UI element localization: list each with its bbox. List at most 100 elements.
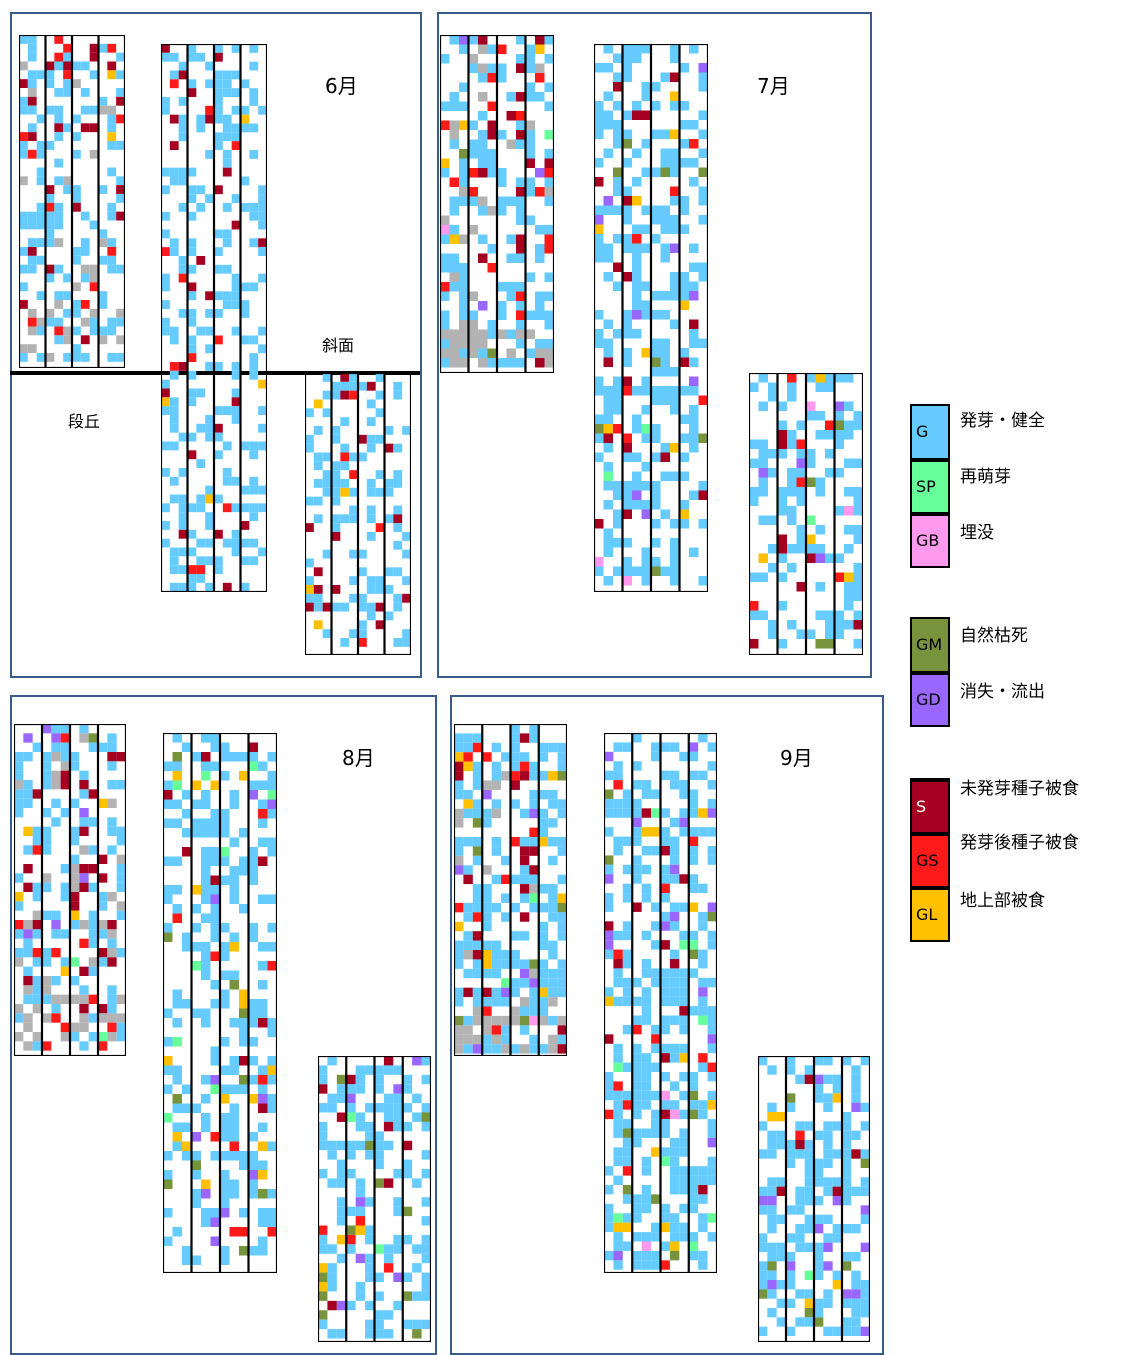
cell-g-133	[80, 353, 90, 362]
cell-g-120	[393, 1121, 403, 1132]
cell-s-138	[89, 123, 99, 133]
cell-s-151	[88, 864, 98, 874]
cell-g-77	[365, 1150, 375, 1160]
cell-g-38	[336, 1206, 347, 1217]
cell-g-50	[613, 1128, 623, 1138]
cell-g-270	[267, 847, 277, 857]
month-label-july: 7月	[757, 74, 790, 98]
cell-g-42	[777, 601, 787, 611]
cell-x-131	[80, 317, 90, 327]
cell-g-63	[178, 494, 188, 504]
cell-g-181	[116, 141, 125, 150]
cell-g-53	[613, 1175, 623, 1185]
cell-g-85	[365, 1319, 375, 1330]
cell-g-108	[383, 1140, 394, 1151]
cell-g-47	[613, 1100, 623, 1110]
cell-g-112	[834, 553, 844, 563]
cell-g-181	[222, 476, 232, 486]
cell-x-201	[116, 854, 126, 864]
cell-g-33	[23, 994, 33, 1004]
cell-g-36	[169, 397, 179, 407]
cell-g-223	[248, 1018, 258, 1028]
cell-g-60	[622, 742, 633, 752]
cell-g-30	[169, 238, 179, 248]
cell-x-72	[482, 780, 492, 790]
cell-g-266	[258, 547, 267, 557]
cell-g-135	[641, 1006, 652, 1016]
cell-g-206	[231, 503, 241, 513]
cell-g-37	[777, 506, 787, 516]
cell-g-126	[80, 238, 90, 247]
cell-g-136	[641, 1015, 652, 1025]
cell-g-4	[594, 129, 604, 139]
grid-column-outline-3	[688, 733, 717, 1273]
cell-s-217	[670, 72, 680, 82]
cell-g-131	[210, 1151, 220, 1161]
cell-g-34	[463, 902, 473, 913]
cell-g-116	[393, 470, 403, 479]
legend-swatch-sp: SP	[910, 460, 950, 514]
cell-g-53	[178, 167, 188, 177]
cell-g-60	[42, 808, 52, 818]
cell-g-74	[51, 724, 61, 734]
cell-g-280	[267, 1094, 277, 1104]
cell-gs-191	[231, 141, 241, 150]
cell-g-213	[248, 780, 258, 790]
cell-g-176	[116, 52, 125, 62]
cell-g-137	[89, 105, 99, 115]
cell-g-177	[222, 300, 232, 309]
cell-g-102	[201, 1122, 211, 1132]
cell-g-140	[214, 79, 223, 89]
cell-g-309	[698, 733, 708, 743]
cell-g-219	[248, 923, 258, 933]
cell-g-76	[51, 742, 61, 752]
cell-g-28	[613, 742, 623, 752]
cell-g-244	[670, 576, 680, 586]
cell-s-95	[622, 272, 632, 282]
cell-g-6	[14, 808, 24, 818]
cell-g-70	[358, 381, 367, 391]
grid-column-outline-1	[41, 724, 71, 1056]
cell-g-4	[749, 496, 759, 506]
cell-x-114	[70, 873, 80, 883]
cell-g-149	[220, 999, 230, 1009]
cell-g-39	[36, 114, 46, 124]
cell-g-306	[688, 1232, 699, 1242]
cell-g-11	[163, 1037, 173, 1047]
cell-g-151	[421, 1103, 431, 1113]
cell-g-66	[349, 549, 358, 559]
cell-x-127	[506, 139, 516, 149]
cell-gd-14	[758, 468, 768, 478]
cell-s-139	[79, 966, 89, 976]
cell-g-54	[786, 1270, 796, 1280]
cell-s-101	[622, 376, 632, 386]
cell-g-66	[472, 997, 483, 1007]
cell-g-94	[478, 348, 488, 358]
cell-g-18	[449, 35, 459, 45]
cell-g-45	[331, 602, 341, 612]
grid-column-outline-3	[240, 44, 267, 592]
cell-g-179	[222, 441, 232, 451]
cell-g-274	[679, 1185, 689, 1195]
cell-g-20	[449, 101, 459, 111]
cell-g-279	[688, 751, 699, 762]
cell-g-152	[519, 837, 530, 847]
cell-g-124	[844, 525, 854, 535]
cell-g-169	[651, 1109, 661, 1120]
cell-g-208	[231, 538, 241, 548]
cell-g-138	[510, 902, 520, 913]
cell-g-6	[318, 1140, 328, 1151]
cell-x-137	[79, 920, 89, 930]
cell-g-240	[669, 1175, 680, 1185]
cell-g-125	[80, 211, 90, 221]
cell-g-12	[161, 317, 170, 327]
cell-g-5	[749, 572, 759, 582]
cell-g-123	[393, 593, 403, 603]
cell-g-33	[613, 808, 623, 818]
cell-g-55	[45, 79, 55, 88]
cell-g-114	[632, 1128, 642, 1138]
cell-gl-120	[632, 196, 642, 206]
cell-gs-51	[340, 452, 350, 462]
cell-s-57	[613, 82, 623, 92]
cell-s-9	[305, 602, 314, 612]
